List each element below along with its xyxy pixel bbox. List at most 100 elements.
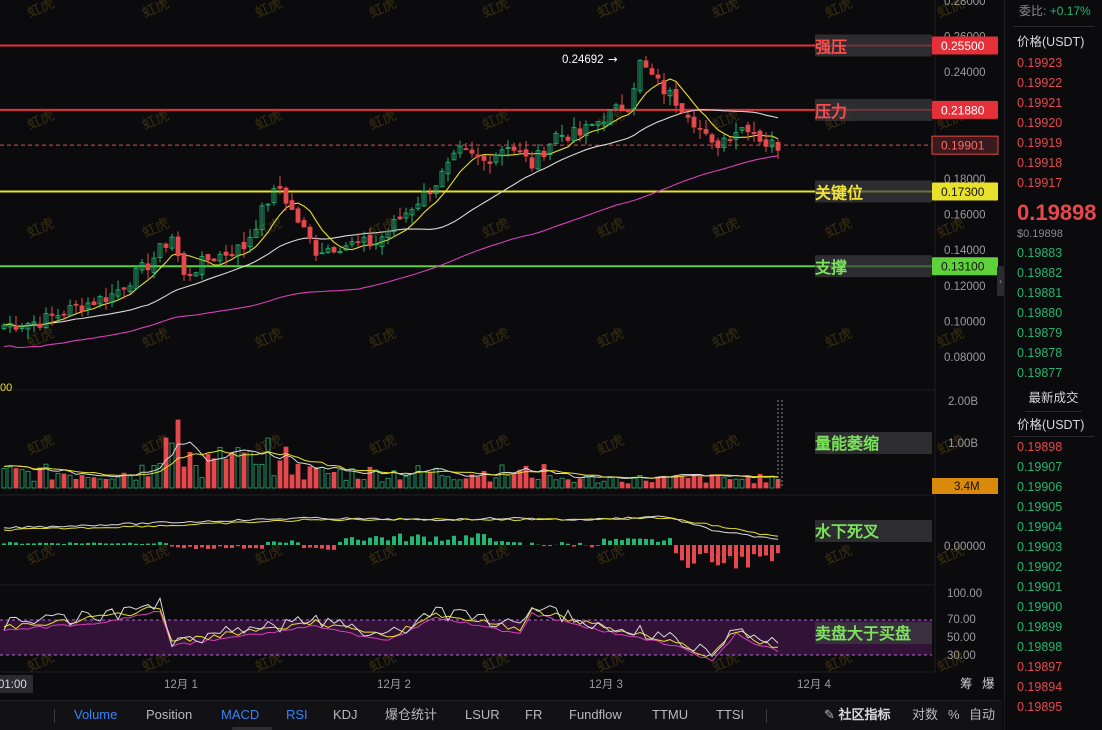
indicator-tab-fr[interactable]: FR — [525, 707, 543, 722]
candle-body — [355, 241, 361, 244]
ask-row[interactable]: 0.19919 — [1017, 136, 1063, 150]
ask-row[interactable]: 0.19920 — [1017, 116, 1063, 130]
moving-average-line — [3, 78, 779, 327]
candle-body — [607, 109, 613, 125]
volume-bar — [229, 452, 235, 489]
volume-bar — [337, 469, 343, 489]
macd-histogram-bar — [506, 541, 510, 545]
candle-body — [775, 141, 781, 151]
candle-body — [619, 104, 625, 112]
bid-row[interactable]: 0.19882 — [1017, 266, 1063, 280]
macd-histogram-bar — [164, 543, 168, 545]
volume-bar — [133, 479, 139, 489]
macd-histogram-bar — [704, 545, 708, 554]
candle-body — [757, 130, 763, 142]
indicator-tab-rsi[interactable]: RSI — [286, 707, 308, 722]
trade-row: 0.19894 — [1017, 680, 1063, 694]
rsi-band — [0, 620, 932, 655]
candle-body — [247, 236, 253, 248]
candle-body — [37, 323, 43, 328]
volume-bar — [715, 475, 721, 489]
indicator-tab-macd[interactable]: MACD — [221, 707, 260, 722]
macd-histogram-bar — [350, 537, 354, 545]
candle-body — [271, 188, 277, 203]
volume-bar — [571, 481, 577, 489]
candle-body — [643, 60, 649, 68]
trade-row: 0.19897 — [1017, 660, 1063, 674]
percent-toggle[interactable]: % — [948, 707, 960, 722]
candle-body — [193, 272, 199, 277]
volume-bar — [193, 465, 199, 489]
indicator-tab-lsur[interactable]: LSUR — [465, 707, 500, 722]
candle-body — [361, 236, 367, 243]
candle-body — [19, 326, 25, 329]
candle-body — [523, 149, 529, 157]
macd-histogram-bar — [440, 540, 444, 545]
divider — [1025, 411, 1082, 412]
collapse-handle[interactable]: › — [997, 266, 1004, 296]
bid-row[interactable]: 0.19883 — [1017, 246, 1063, 260]
volume-bar — [577, 478, 583, 489]
bid-row[interactable]: 0.19880 — [1017, 306, 1063, 320]
trade-row: 0.19900 — [1017, 600, 1063, 614]
trade-row: 0.19895 — [1017, 700, 1063, 714]
bid-row[interactable]: 0.19881 — [1017, 286, 1063, 300]
toolbar-scroll-indicator — [232, 727, 272, 730]
candle-body — [667, 90, 673, 97]
bid-row[interactable]: 0.19878 — [1017, 346, 1063, 360]
bid-row[interactable]: 0.19877 — [1017, 366, 1063, 380]
bid-row[interactable]: 0.19879 — [1017, 326, 1063, 340]
candle-body — [511, 146, 517, 151]
auto-scale-toggle[interactable]: 自动 — [969, 707, 996, 722]
volume-bar — [751, 483, 757, 489]
level-price-tag — [932, 100, 998, 119]
ask-row[interactable]: 0.19917 — [1017, 176, 1063, 190]
volume-bar — [61, 473, 67, 489]
macd-histogram-bar — [434, 536, 438, 545]
macd-histogram-bar — [362, 540, 366, 545]
volume-bar — [187, 451, 193, 489]
ask-row[interactable]: 0.19922 — [1017, 76, 1063, 90]
candle-body — [727, 139, 733, 141]
kline-chart[interactable]: 0.280000.260000.240000.220000.200000.180… — [0, 0, 1002, 700]
macd-histogram-bar — [62, 543, 66, 545]
macd-histogram-bar — [98, 542, 102, 545]
macd-histogram-bar — [416, 534, 420, 545]
indicator-tab-ttsi[interactable]: TTSI — [716, 707, 745, 722]
indicator-tab-position[interactable]: Position — [146, 707, 193, 722]
candle-body — [421, 190, 427, 207]
indicator-tab-kdj[interactable]: KDJ — [333, 707, 358, 722]
candle-body — [571, 127, 577, 141]
macd-histogram-bar — [446, 539, 450, 545]
indicator-tab-fundflow[interactable]: Fundflow — [569, 707, 622, 722]
candle-body — [721, 137, 727, 148]
candle-body — [313, 240, 319, 256]
candle-body — [61, 313, 67, 316]
trade-row: 0.19905 — [1017, 500, 1063, 514]
macd-histogram-bar — [86, 542, 90, 545]
volume-bar — [115, 476, 121, 489]
indicator-tab--[interactable]: 爆仓统计 — [385, 707, 438, 722]
volume-bar — [499, 464, 505, 489]
macd-histogram-bar — [134, 543, 138, 545]
chart-canvas[interactable]: 0.280000.260000.240000.220000.200000.180… — [0, 0, 1002, 700]
macd-histogram-bar — [716, 545, 720, 566]
indicator-tab-ttmu[interactable]: TTMU — [652, 707, 689, 722]
arrow-right-icon: → — [608, 52, 618, 66]
volume-bar — [127, 475, 133, 489]
rsi-line — [3, 596, 779, 658]
macd-histogram-bar — [404, 541, 408, 545]
ask-row[interactable]: 0.19918 — [1017, 156, 1063, 170]
candle-body — [217, 253, 223, 262]
macd-histogram-bar — [482, 534, 486, 545]
indicator-tab-volume[interactable]: Volume — [74, 707, 118, 722]
volume-bar — [109, 478, 115, 489]
macd-histogram-bar — [608, 540, 612, 545]
macd-note: 水下死叉 — [815, 522, 880, 541]
ask-row[interactable]: 0.19921 — [1017, 96, 1063, 110]
community-indicators-button[interactable]: ✎ 社区指标 — [824, 707, 891, 722]
volume-bar — [277, 460, 283, 489]
ask-row[interactable]: 0.19923 — [1017, 56, 1063, 70]
log-scale-toggle[interactable]: 对数 — [912, 707, 939, 722]
candle-body — [613, 104, 619, 109]
